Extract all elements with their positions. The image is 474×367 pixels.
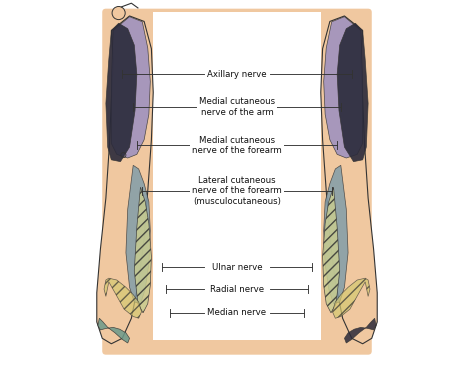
Text: Medial cutaneous
nerve of the arm: Medial cutaneous nerve of the arm [199,97,275,117]
Polygon shape [97,16,153,344]
Polygon shape [321,16,377,344]
Text: Ulnar nerve: Ulnar nerve [212,263,262,272]
Polygon shape [111,17,150,158]
Circle shape [112,7,125,19]
FancyBboxPatch shape [102,9,372,355]
Text: Lateral cutaneous
nerve of the forearm
(musculocutaneous): Lateral cutaneous nerve of the forearm (… [192,176,282,206]
Text: Medial cutaneous
nerve of the forearm: Medial cutaneous nerve of the forearm [192,135,282,155]
Text: Median nerve: Median nerve [208,308,266,317]
Text: Axillary nerve: Axillary nerve [207,70,267,79]
Polygon shape [323,187,340,313]
Polygon shape [345,318,376,343]
Bar [153,12,321,340]
Polygon shape [104,278,142,318]
Polygon shape [126,165,150,304]
Polygon shape [332,278,370,318]
Polygon shape [98,318,129,343]
Text: Radial nerve: Radial nerve [210,285,264,294]
Polygon shape [106,23,137,161]
Polygon shape [337,23,368,161]
Polygon shape [324,165,348,304]
Polygon shape [134,187,151,313]
Polygon shape [324,17,363,158]
